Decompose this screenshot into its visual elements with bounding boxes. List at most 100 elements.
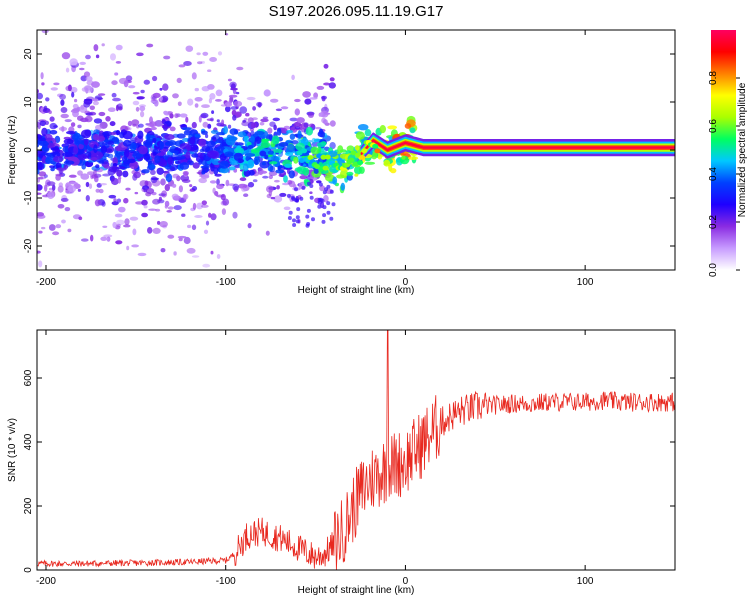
spectrogram-blob (336, 174, 345, 179)
spectrogram-blob (129, 216, 139, 221)
spectrogram-blob (260, 141, 271, 148)
spectrogram-blob (201, 145, 211, 152)
spectrogram-blob (92, 100, 99, 106)
spectrogram-blob (90, 157, 98, 161)
spectrogram-blob (200, 112, 209, 119)
spectrogram-blob (103, 234, 113, 238)
spectrogram-blob (122, 130, 133, 140)
spectrogram-blob (183, 130, 192, 136)
spectrogram-blob (337, 159, 345, 164)
spectrogram-blob (285, 151, 294, 156)
spectrogram-x-ticks: -200 -100 0 100 (36, 30, 594, 288)
y-tick-label: -20 (23, 238, 34, 253)
spectrogram-blob (65, 67, 70, 73)
spectrogram-blob (101, 43, 105, 47)
spectrogram-blob (201, 130, 208, 135)
spectrogram-blob (44, 133, 53, 142)
y-tick-label: 10 (23, 96, 34, 108)
spectrogram-blob (182, 193, 189, 200)
spectrogram-blob (263, 89, 271, 97)
spectrogram-blob (177, 101, 182, 107)
spectrogram-blob (100, 237, 109, 241)
spectrogram-blob (257, 145, 263, 150)
spectrogram-blob (105, 116, 111, 122)
x-tick-label: 0 (403, 576, 409, 587)
spectrogram-blob (132, 228, 137, 236)
spectrogram-ridge-blob (320, 154, 327, 160)
spectrogram-blob (208, 212, 212, 218)
spectrogram-blob (316, 85, 325, 90)
spectrogram-blob (167, 234, 175, 239)
spectrogram-blob (225, 106, 231, 113)
spectrogram-blob (320, 198, 325, 203)
spectrogram-blob (286, 130, 294, 134)
spectrogram-blob (41, 127, 48, 137)
spectrogram-blob (141, 212, 149, 218)
spectrogram-blob (271, 135, 280, 145)
spectrogram-blob (267, 127, 273, 134)
spectrogram-blob (189, 184, 193, 188)
spectrogram-blob (117, 103, 123, 110)
x-tick-label: -200 (36, 277, 56, 288)
spectrogram-blob (139, 105, 146, 112)
spectrogram-blob (235, 111, 242, 118)
spectrogram-blob (260, 118, 269, 123)
spectrogram-blob (37, 168, 40, 175)
spectrogram-blob (346, 171, 354, 176)
spectrogram-blob (38, 230, 43, 234)
spectrogram-blob (61, 125, 65, 133)
spectrogram-blob (194, 87, 199, 92)
spectrogram-blob (165, 141, 174, 146)
spectrogram-blob (267, 150, 274, 155)
spectrogram-blob (209, 57, 218, 62)
spectrogram-blob (231, 109, 237, 116)
spectrogram-blob (71, 91, 75, 98)
spectrogram-blob (261, 162, 266, 166)
y-tick-label: 200 (23, 497, 34, 514)
spectrogram-blob (127, 120, 133, 127)
spectrogram-blob (326, 184, 331, 189)
spectrogram-blob (264, 154, 269, 160)
spectrogram-blob (115, 61, 122, 64)
spectrogram-blob (266, 193, 272, 199)
spectrogram-blob (379, 125, 386, 134)
spectrogram-blob (192, 202, 197, 210)
spectrogram-blob (78, 143, 84, 150)
spectrogram-ridge-blob (322, 165, 329, 171)
spectrogram-blob (141, 199, 148, 206)
spectrogram-blob (107, 140, 114, 146)
x-tick-label: 0 (403, 277, 409, 288)
spectrogram-blob (259, 121, 265, 126)
spectrogram-blob (45, 97, 50, 102)
spectrogram-blob (295, 142, 306, 151)
spectrogram-blob (111, 201, 119, 206)
spectrogram-blob (294, 98, 301, 103)
spectrogram-blob (308, 123, 315, 128)
spectrogram-blob (202, 167, 210, 173)
spectrogram-blob (93, 144, 98, 154)
spectrogram-ridge-blob (361, 148, 368, 154)
spectrogram-blob (178, 64, 186, 68)
spectrogram-blob (140, 89, 145, 94)
spectrogram-blob (208, 97, 212, 104)
spectrogram-blob (137, 130, 144, 139)
spectrogram-blob (207, 69, 212, 72)
spectrogram-blob (315, 126, 322, 130)
spectrogram-blob (408, 156, 419, 161)
spectrogram-blob (270, 196, 276, 200)
spectrogram-blob (52, 184, 56, 191)
spectrogram-blob (50, 87, 58, 91)
spectrogram-blob (404, 123, 412, 129)
spectrogram-blob (95, 54, 100, 59)
spectrogram-ridge-blob (372, 143, 379, 149)
snr-frame (36, 329, 676, 571)
spectrogram-blob (294, 187, 298, 192)
spectrogram-blob (326, 210, 331, 215)
spectrogram-blob (50, 167, 55, 172)
spectrogram-blob (95, 164, 100, 169)
spectrogram-blob (82, 155, 90, 159)
spectrogram-blob (83, 138, 89, 146)
spectrogram-blob (194, 97, 203, 102)
spectrogram-blob (232, 114, 237, 121)
spectrogram-blob (187, 224, 192, 229)
